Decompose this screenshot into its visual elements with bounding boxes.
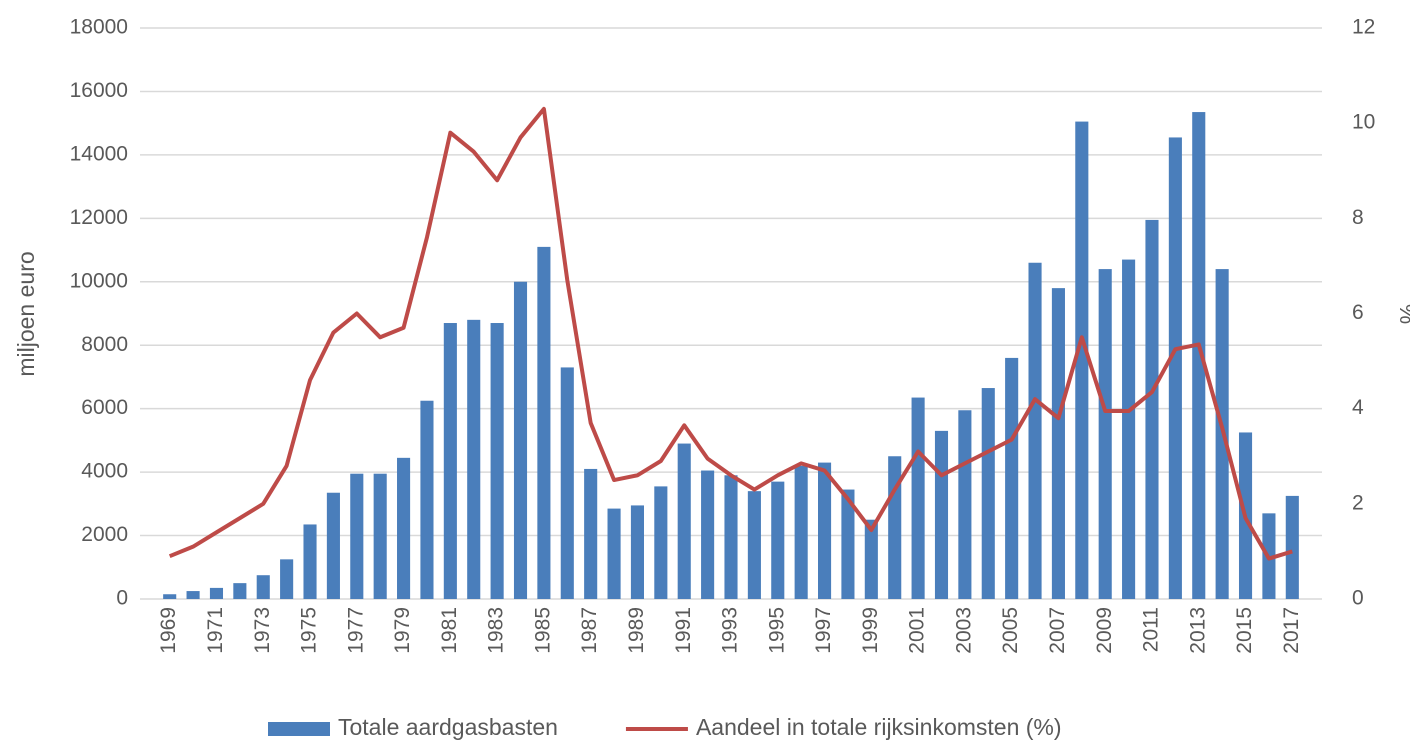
bar bbox=[1075, 121, 1089, 599]
y2-tick-label: 10 bbox=[1352, 111, 1375, 134]
bar bbox=[794, 465, 808, 599]
y-tick-label: 8000 bbox=[81, 333, 128, 356]
x-tick-label: 1997 bbox=[812, 607, 835, 654]
bar bbox=[467, 319, 481, 599]
bar bbox=[934, 430, 949, 599]
bar bbox=[1145, 219, 1159, 600]
y2-tick-label: 6 bbox=[1352, 301, 1364, 324]
bar bbox=[513, 281, 528, 599]
legend-label: Totale aardgasbasten bbox=[338, 714, 558, 740]
bar bbox=[1285, 495, 1299, 599]
bar bbox=[1168, 137, 1182, 600]
x-tick-label: 2017 bbox=[1280, 607, 1303, 654]
x-tick-label: 1971 bbox=[204, 607, 227, 654]
bar bbox=[397, 457, 411, 599]
bar bbox=[958, 410, 972, 599]
bar bbox=[677, 443, 691, 599]
y-tick-label: 14000 bbox=[70, 142, 128, 165]
bar bbox=[1192, 112, 1206, 599]
bar bbox=[911, 397, 925, 599]
x-tick-label: 2007 bbox=[1046, 607, 1069, 654]
y-tick-label: 0 bbox=[116, 587, 128, 610]
x-tick-label: 1993 bbox=[719, 607, 742, 654]
bar bbox=[701, 470, 715, 599]
y-tick-label: 12000 bbox=[70, 206, 128, 229]
y-tick-label: 18000 bbox=[70, 16, 128, 39]
bar bbox=[303, 524, 317, 599]
y-tick-label: 16000 bbox=[70, 79, 128, 102]
y-tick-label: 6000 bbox=[81, 396, 128, 419]
bar bbox=[326, 492, 340, 599]
x-tick-label: 2013 bbox=[1186, 607, 1209, 654]
bar bbox=[607, 508, 621, 599]
x-tick-label: 2001 bbox=[906, 607, 929, 654]
y2-tick-label: 8 bbox=[1352, 206, 1364, 229]
x-tick-label: 2015 bbox=[1233, 607, 1256, 654]
bar bbox=[724, 475, 738, 599]
x-tick-label: 1983 bbox=[485, 607, 508, 654]
bar bbox=[420, 400, 434, 599]
x-tick-label: 1985 bbox=[531, 607, 554, 654]
x-tick-label: 1991 bbox=[672, 607, 695, 654]
bar bbox=[443, 323, 457, 599]
bar bbox=[350, 473, 364, 599]
bar bbox=[373, 473, 387, 599]
x-tick-label: 1979 bbox=[391, 607, 414, 654]
y2-tick-label: 2 bbox=[1352, 491, 1364, 514]
bar bbox=[818, 462, 832, 599]
bar bbox=[654, 486, 668, 599]
bar bbox=[584, 468, 598, 599]
bar bbox=[1005, 357, 1019, 599]
bar bbox=[1122, 259, 1136, 599]
bar bbox=[841, 489, 855, 599]
bar bbox=[1051, 288, 1065, 599]
x-tick-label: 2005 bbox=[999, 607, 1022, 654]
bar bbox=[490, 323, 504, 599]
bar bbox=[163, 594, 177, 599]
bar bbox=[1098, 269, 1112, 599]
bar bbox=[209, 587, 224, 599]
x-tick-label: 1975 bbox=[298, 607, 321, 654]
y-tick-label: 4000 bbox=[81, 460, 128, 483]
x-tick-label: 1977 bbox=[344, 607, 367, 654]
bar bbox=[233, 583, 247, 599]
line bbox=[168, 106, 1293, 561]
bar bbox=[280, 559, 294, 599]
x-tick-label: 2009 bbox=[1093, 607, 1116, 654]
y-axis-label: miljoen euro bbox=[13, 251, 39, 376]
y2-tick-label: 0 bbox=[1352, 587, 1364, 610]
x-tick-label: 1973 bbox=[251, 607, 274, 654]
x-tick-label: 1981 bbox=[438, 607, 461, 654]
y2-tick-label: 12 bbox=[1352, 16, 1375, 39]
x-tick-label: 1987 bbox=[578, 607, 601, 654]
bar bbox=[630, 505, 644, 599]
y-tick-label: 10000 bbox=[70, 269, 128, 292]
y2-axis-label: % bbox=[1395, 304, 1410, 324]
x-tick-label: 1999 bbox=[859, 607, 882, 654]
y-tick-label: 2000 bbox=[81, 523, 128, 546]
bar bbox=[186, 591, 200, 599]
legend-swatch bbox=[268, 722, 330, 736]
bar bbox=[560, 367, 574, 599]
bar bbox=[864, 519, 878, 599]
x-tick-label: 2003 bbox=[952, 607, 975, 654]
x-tick-label: 1989 bbox=[625, 607, 648, 654]
y2-tick-label: 4 bbox=[1352, 396, 1364, 419]
bar bbox=[537, 246, 551, 599]
bar bbox=[747, 491, 761, 599]
x-tick-label: 2011 bbox=[1140, 607, 1163, 652]
bar bbox=[981, 388, 995, 599]
bar bbox=[888, 456, 902, 599]
bar bbox=[1028, 262, 1042, 599]
x-tick-label: 1969 bbox=[157, 607, 180, 654]
bar bbox=[771, 481, 785, 599]
x-tick-label: 1995 bbox=[765, 607, 788, 654]
bar bbox=[256, 575, 270, 599]
legend-label: Aandeel in totale rijksinkomsten (%) bbox=[696, 714, 1062, 740]
